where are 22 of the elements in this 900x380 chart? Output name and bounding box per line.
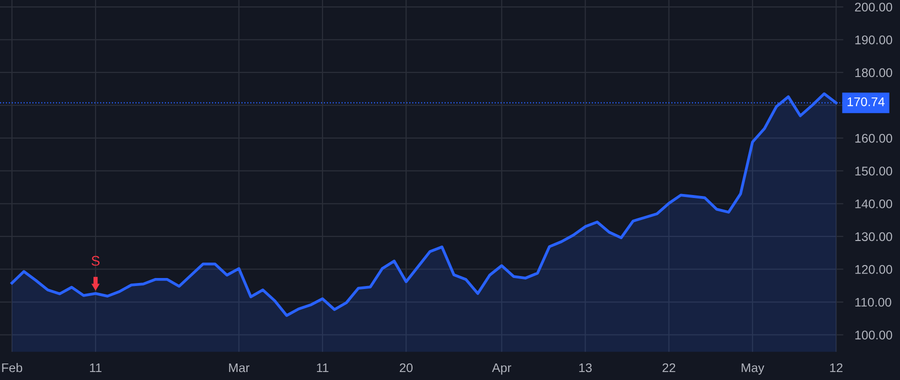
y-tick-label: 120.00 — [855, 265, 892, 274]
x-tick-label: 13 — [579, 363, 592, 372]
x-tick-label: 12 — [830, 363, 842, 372]
y-tick-label: 140.00 — [855, 199, 892, 208]
y-tick-label: 160.00 — [855, 134, 892, 143]
y-tick-label: 100.00 — [855, 330, 892, 340]
x-tick-label: 11 — [90, 363, 102, 372]
annotation: S — [92, 256, 100, 266]
x-tick-label: Apr — [492, 363, 512, 375]
y-tick-label: 150.00 — [855, 166, 892, 176]
y-tick-label: 180.00 — [855, 68, 892, 78]
x-tick-label: Feb — [2, 362, 22, 372]
y-tick-label: 200.00 — [855, 2, 892, 12]
y-tick-label: 110.00 — [855, 298, 892, 307]
x-tick-label: May — [742, 363, 764, 375]
y-tick-label: 130.00 — [855, 232, 892, 242]
x-tick-label: Mar — [229, 363, 250, 372]
y-tick-label: 190.00 — [855, 35, 892, 44]
x-tick-label: 11 — [316, 363, 328, 372]
x-tick-label: 20 — [400, 363, 413, 372]
x-tick-label: 22 — [662, 363, 676, 372]
ref-line-label: 170.74 — [848, 97, 885, 106]
